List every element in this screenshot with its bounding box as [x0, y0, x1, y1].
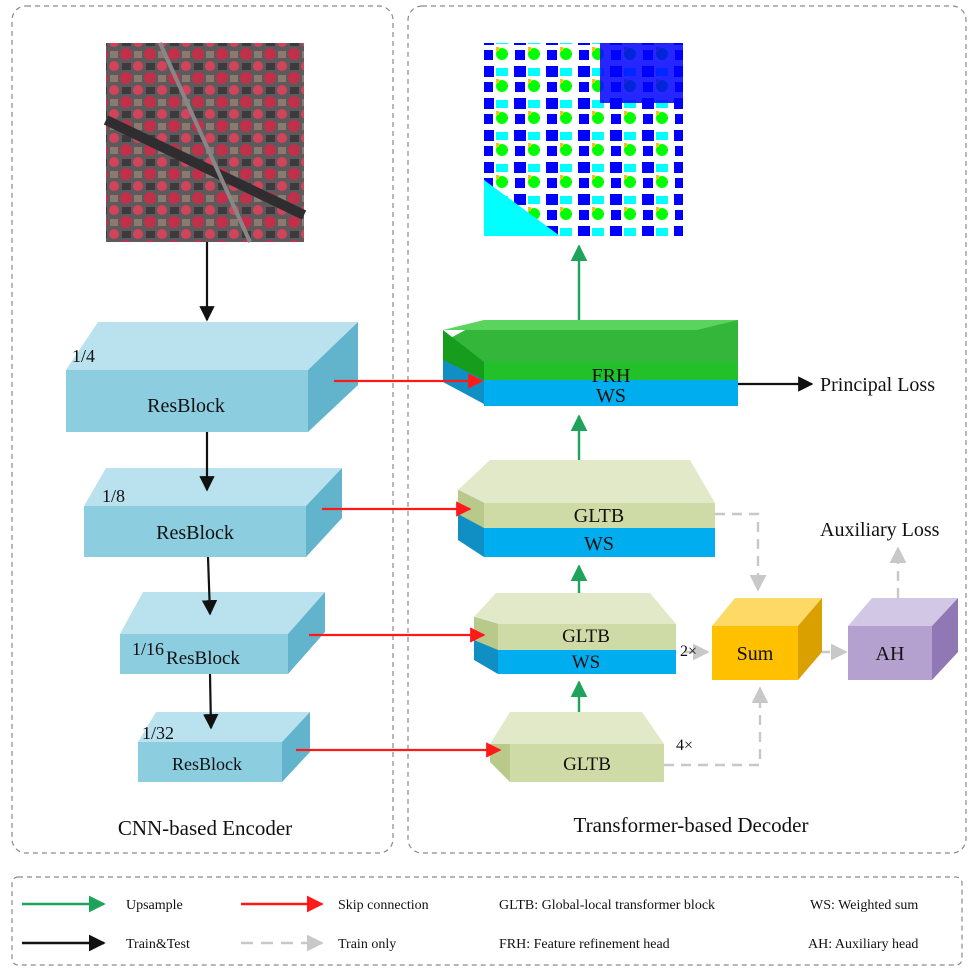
factor-4x: 4× — [676, 737, 693, 754]
gltb-1-label: GLTB — [574, 505, 624, 527]
frh-label: FRH — [592, 365, 631, 387]
legend-gltb-label: GLTB: Global-local transformer block — [499, 898, 715, 913]
encoder-arrow-4 — [203, 673, 219, 730]
gltb-block-3: GLTB — [490, 712, 664, 782]
resblock-1: ResBlock 1/4 — [66, 322, 358, 432]
resblock-1-label: ResBlock — [147, 395, 225, 417]
factor-2x: 2× — [680, 643, 697, 660]
decoder-panel — [407, 5, 967, 854]
legend-ah-label: AH: Auxiliary head — [808, 937, 918, 952]
legend-panel — [11, 876, 963, 966]
legend-ws-label: WS: Weighted sum — [810, 898, 918, 913]
segmentation-output-map — [484, 43, 683, 236]
resblock-2: ResBlock 1/8 — [84, 468, 342, 557]
gltb-2-ws-label: WS — [572, 652, 601, 673]
input-aerial-image — [103, 42, 307, 243]
train-only-arrow-gltb1 — [715, 512, 767, 592]
gltb-ws-block-1: GLTB WS — [458, 460, 715, 557]
gltb-1-ws-label: WS — [584, 533, 614, 555]
scale-1-32: 1/32 — [142, 723, 174, 743]
resblock-4-label: ResBlock — [172, 754, 242, 774]
encoder-arrow-3 — [201, 556, 218, 616]
gltb-3-label: GLTB — [563, 754, 611, 775]
frh-block: FRH WS — [443, 320, 738, 407]
scale-1-16: 1/16 — [132, 639, 164, 659]
encoder-title: CNN-based Encoder — [118, 816, 292, 840]
scale-1-4: 1/4 — [72, 346, 95, 366]
gltb-ws-block-2: GLTB WS — [474, 593, 676, 674]
scale-1-8: 1/8 — [102, 486, 125, 506]
sum-label: Sum — [737, 643, 774, 665]
resblock-3-label: ResBlock — [166, 648, 240, 669]
resblock-2-label: ResBlock — [156, 522, 234, 544]
auxiliary-loss-label: Auxiliary Loss — [820, 519, 940, 541]
principal-loss-label: Principal Loss — [820, 374, 935, 396]
gltb-2-label: GLTB — [562, 626, 610, 647]
frh-ws-label: WS — [596, 385, 626, 407]
sum-block: Sum — [712, 598, 822, 680]
legend-train-only-label: Train only — [338, 937, 396, 952]
legend-upsample-label: Upsample — [126, 898, 183, 913]
decoder-title: Transformer-based Decoder — [574, 813, 809, 837]
legend-frh-label: FRH: Feature refinement head — [499, 937, 670, 952]
legend-train-test-label: Train&Test — [126, 937, 190, 952]
resblock-3: ResBlock 1/16 — [120, 592, 325, 674]
ah-label: AH — [876, 643, 905, 665]
ah-block: AH — [848, 598, 958, 680]
resblock-4: ResBlock 1/32 — [138, 712, 310, 782]
encoder-panel — [11, 5, 394, 854]
legend-skip-label: Skip connection — [338, 898, 429, 913]
